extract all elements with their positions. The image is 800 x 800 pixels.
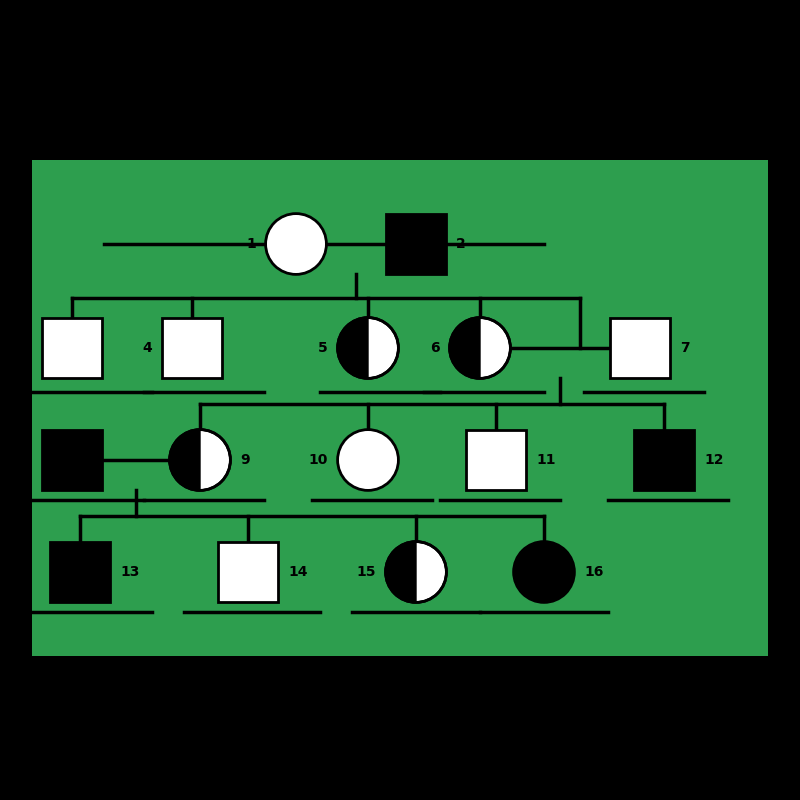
Text: 10: 10 bbox=[309, 453, 328, 467]
Bar bbox=[610, 318, 670, 378]
Circle shape bbox=[266, 214, 326, 274]
Polygon shape bbox=[386, 542, 416, 602]
Text: 8: 8 bbox=[22, 453, 32, 467]
Bar bbox=[634, 430, 694, 490]
Text: 1: 1 bbox=[246, 237, 256, 251]
Circle shape bbox=[386, 542, 446, 602]
Text: 16: 16 bbox=[584, 565, 603, 579]
Text: 6: 6 bbox=[430, 341, 440, 355]
Circle shape bbox=[170, 430, 230, 490]
Bar bbox=[42, 430, 102, 490]
Text: 2: 2 bbox=[456, 237, 466, 251]
Bar bbox=[50, 542, 110, 602]
Bar bbox=[218, 542, 278, 602]
Text: 13: 13 bbox=[120, 565, 139, 579]
Circle shape bbox=[514, 542, 574, 602]
Text: 4: 4 bbox=[142, 341, 152, 355]
Polygon shape bbox=[338, 318, 368, 378]
Bar bbox=[32, 160, 768, 656]
Text: 11: 11 bbox=[536, 453, 555, 467]
Bar bbox=[42, 318, 102, 378]
Text: 14: 14 bbox=[288, 565, 307, 579]
Text: 9: 9 bbox=[240, 453, 250, 467]
Polygon shape bbox=[450, 318, 480, 378]
Text: 5: 5 bbox=[318, 341, 328, 355]
Bar bbox=[162, 318, 222, 378]
Circle shape bbox=[338, 430, 398, 490]
Polygon shape bbox=[170, 430, 200, 490]
Text: 7: 7 bbox=[680, 341, 690, 355]
Text: 3: 3 bbox=[22, 341, 32, 355]
Text: 15: 15 bbox=[357, 565, 376, 579]
Circle shape bbox=[338, 318, 398, 378]
Bar bbox=[466, 430, 526, 490]
Circle shape bbox=[450, 318, 510, 378]
Text: 12: 12 bbox=[704, 453, 723, 467]
Bar bbox=[386, 214, 446, 274]
